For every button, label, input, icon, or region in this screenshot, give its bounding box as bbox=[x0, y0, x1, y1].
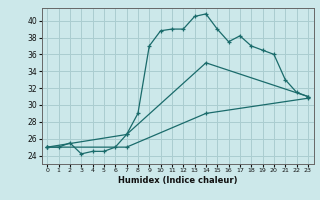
X-axis label: Humidex (Indice chaleur): Humidex (Indice chaleur) bbox=[118, 176, 237, 185]
